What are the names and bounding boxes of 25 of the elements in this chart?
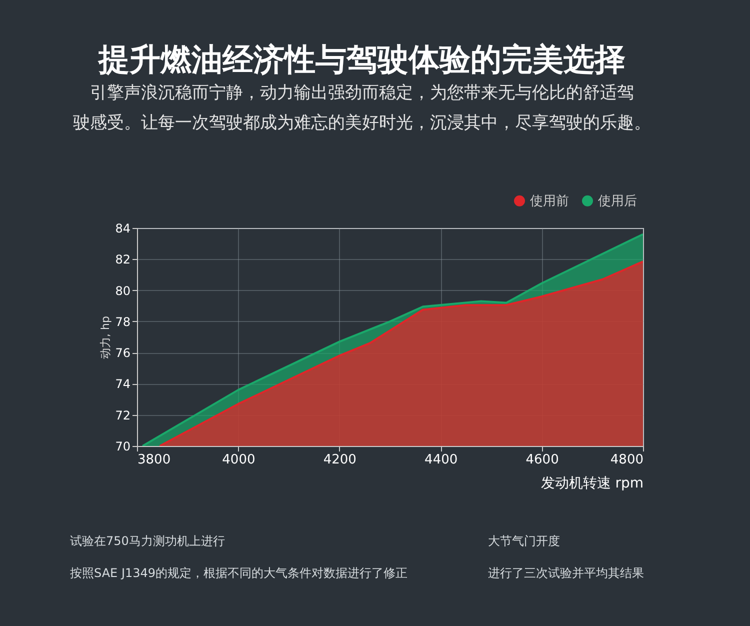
text: 引擎声浪沉稳而宁静，动力输出强劲而稳定，为您带来无与伦比的舒适驾 <box>90 83 634 103</box>
x-tick-label: 4000 <box>222 452 256 468</box>
chart-title: 提升燃油经济性与驾驶体验的完美选择 <box>98 42 626 78</box>
legend-label: 使用后 <box>598 194 637 209</box>
y-tick-label: 74 <box>115 377 130 392</box>
y-tick-label: 72 <box>115 408 130 422</box>
text: 驶感受。让每一次驾驶都成为难忘的美好时光，沉浸其中，尽享驾驶的乐趣。 <box>73 113 651 133</box>
x-axis-title: 发动机转速 rpm <box>540 476 644 492</box>
y-tick-label: 76 <box>115 346 130 360</box>
text: 进行了三次试验并平均其结果 <box>488 566 644 580</box>
x-tick-label: 4200 <box>323 452 356 468</box>
y-tick-label: 70 <box>115 440 130 454</box>
y-tick-label: 82 <box>115 252 130 267</box>
y-tick-label: 80 <box>115 284 130 298</box>
y-tick-label: 84 <box>115 222 130 236</box>
text: 按照SAE J1349的规定，根据不同的大气条件对数据进行了修正 <box>70 566 408 580</box>
y-axis-title: 动力, hp <box>99 316 112 359</box>
legend-label: 使用前 <box>530 194 569 209</box>
x-tick-label: 4600 <box>526 452 559 468</box>
text: 试验在750马力测功机上进行 <box>70 534 225 548</box>
x-tick-label: 4400 <box>424 452 458 468</box>
text: 大节气门开度 <box>488 534 560 548</box>
y-tick-label: 78 <box>115 314 130 329</box>
x-tick-label: 3800 <box>138 452 171 468</box>
x-tick-label: 4800 <box>610 452 644 468</box>
